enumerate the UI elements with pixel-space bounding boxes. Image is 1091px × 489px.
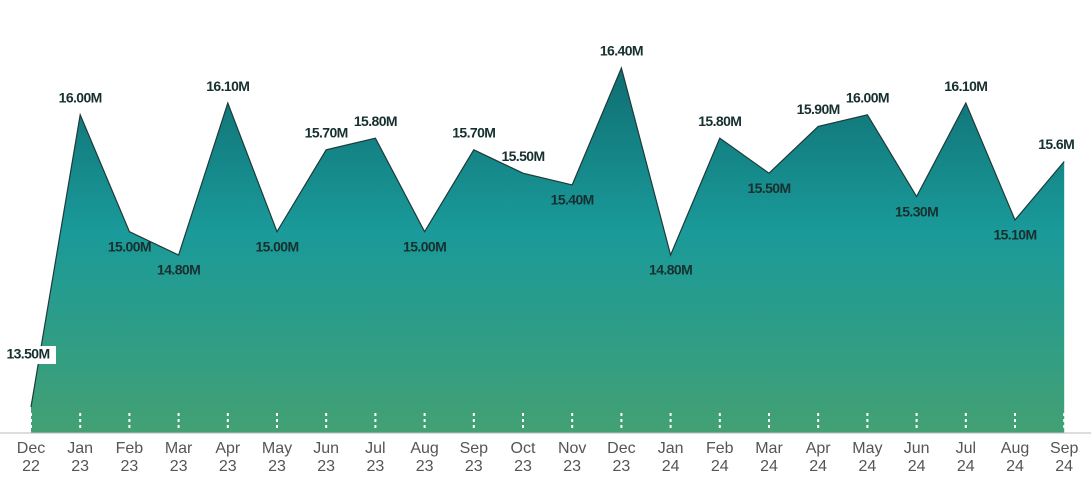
value-label: 16.10M [944, 78, 987, 94]
value-label: 15.6M [1038, 136, 1074, 152]
x-tick-label: Sep 23 [459, 440, 489, 475]
x-tick-label: May 24 [852, 440, 883, 475]
x-tick-label: Mar 23 [164, 440, 193, 475]
value-label: 15.70M [305, 125, 348, 141]
x-tick-label: Apr 24 [805, 440, 831, 475]
x-tick-label: Dec 22 [16, 440, 46, 475]
value-label: 16.40M [600, 43, 643, 59]
value-label: 16.10M [206, 78, 249, 94]
value-label: 14.80M [649, 262, 692, 278]
value-label: 15.00M [108, 238, 151, 254]
x-tick-label: Aug 24 [1000, 440, 1030, 475]
x-tick-label: Dec 23 [607, 440, 636, 475]
value-label: 15.50M [747, 180, 790, 196]
x-tick-label: Jul 24 [955, 440, 977, 475]
value-label: 15.80M [698, 113, 741, 129]
value-label: 14.80M [157, 262, 200, 278]
x-tick-label: Feb 23 [115, 440, 144, 475]
x-tick-label: Jun 24 [903, 440, 930, 475]
value-label: 15.30M [895, 203, 938, 219]
value-label: 15.10M [993, 227, 1036, 243]
area [31, 68, 1065, 433]
x-tick-label: Nov 23 [557, 440, 587, 475]
x-tick-label: Oct 23 [510, 440, 536, 475]
x-tick-label: Jul 23 [365, 440, 386, 475]
x-tick-label: Sep 24 [1049, 440, 1079, 475]
value-label: 15.80M [354, 113, 397, 129]
value-label: 15.00M [403, 238, 446, 254]
value-label: 16.00M [846, 89, 889, 105]
x-tick-label: Jun 23 [313, 440, 340, 475]
x-tick-label: Jan 24 [657, 440, 684, 475]
x-tick-label: Apr 23 [215, 440, 241, 475]
value-label: 15.50M [501, 148, 544, 164]
value-label: 15.90M [797, 101, 840, 117]
x-tick-label: May 23 [261, 440, 293, 475]
label-bg [0, 346, 56, 364]
value-label: 15.40M [551, 192, 594, 208]
value-label: 15.00M [255, 238, 298, 254]
value-label: 16.00M [59, 89, 102, 105]
x-tick-label: Feb 24 [706, 440, 734, 475]
value-label: 13.50M [6, 346, 49, 362]
x-tick-label: Jan 23 [67, 440, 94, 475]
value-label: 15.70M [452, 125, 495, 141]
line [30, 66, 1065, 408]
x-tick-label: Aug 23 [410, 440, 439, 475]
x-tick-label: Mar 24 [755, 440, 783, 475]
